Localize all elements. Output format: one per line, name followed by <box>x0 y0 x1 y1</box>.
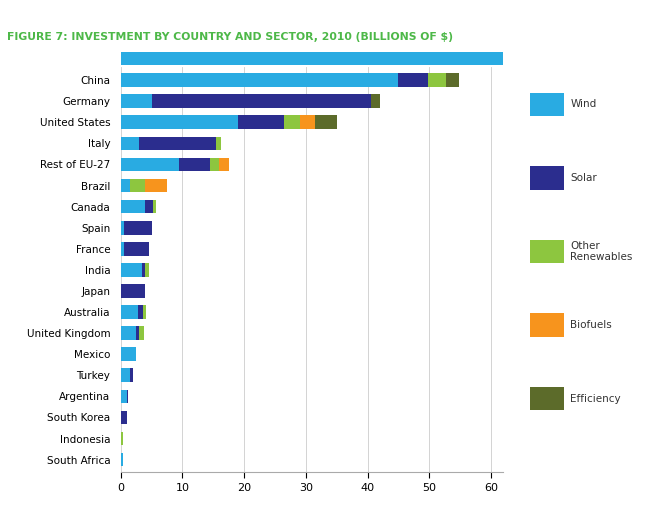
Bar <box>121 136 140 150</box>
Bar <box>138 305 143 319</box>
Bar <box>146 179 167 193</box>
Bar <box>121 347 136 361</box>
Bar <box>121 242 124 256</box>
Bar <box>130 179 146 193</box>
Bar <box>153 200 156 213</box>
Bar <box>121 453 123 467</box>
Bar <box>140 136 216 150</box>
Bar <box>121 284 146 298</box>
Bar <box>130 368 132 382</box>
Bar <box>121 94 152 108</box>
Bar <box>121 263 142 277</box>
Bar <box>121 179 130 193</box>
Bar <box>121 432 123 445</box>
Text: Efficiency: Efficiency <box>570 394 621 404</box>
Bar <box>121 115 238 129</box>
Bar <box>216 136 221 150</box>
Bar <box>136 326 140 340</box>
Bar <box>146 263 148 277</box>
Bar <box>285 115 300 129</box>
Bar <box>143 305 146 319</box>
Bar <box>300 115 315 129</box>
Bar <box>142 263 146 277</box>
Bar <box>121 200 146 213</box>
Bar <box>370 94 380 108</box>
Bar <box>121 390 127 403</box>
Bar <box>124 242 148 256</box>
Bar <box>210 158 219 171</box>
Bar <box>124 221 152 235</box>
Text: Other
Renewables: Other Renewables <box>570 241 633 262</box>
Text: Biofuels: Biofuels <box>570 320 612 330</box>
Bar <box>121 326 136 340</box>
Bar <box>127 390 128 403</box>
Bar <box>146 200 153 213</box>
Bar <box>315 115 337 129</box>
Bar <box>121 368 130 382</box>
Bar <box>446 73 459 87</box>
Bar <box>428 73 446 87</box>
Bar <box>121 73 398 87</box>
Bar <box>121 305 138 319</box>
Bar <box>121 158 179 171</box>
Bar <box>121 221 124 235</box>
Bar <box>398 73 428 87</box>
Bar <box>179 158 210 171</box>
Bar <box>152 94 370 108</box>
Bar <box>121 411 127 425</box>
Text: FIGURE 7: INVESTMENT BY COUNTRY AND SECTOR, 2010 (BILLIONS OF $): FIGURE 7: INVESTMENT BY COUNTRY AND SECT… <box>7 32 453 42</box>
Bar <box>238 115 285 129</box>
Text: Solar: Solar <box>570 173 597 183</box>
Bar <box>140 326 144 340</box>
Text: Wind: Wind <box>570 99 597 110</box>
Bar <box>219 158 229 171</box>
